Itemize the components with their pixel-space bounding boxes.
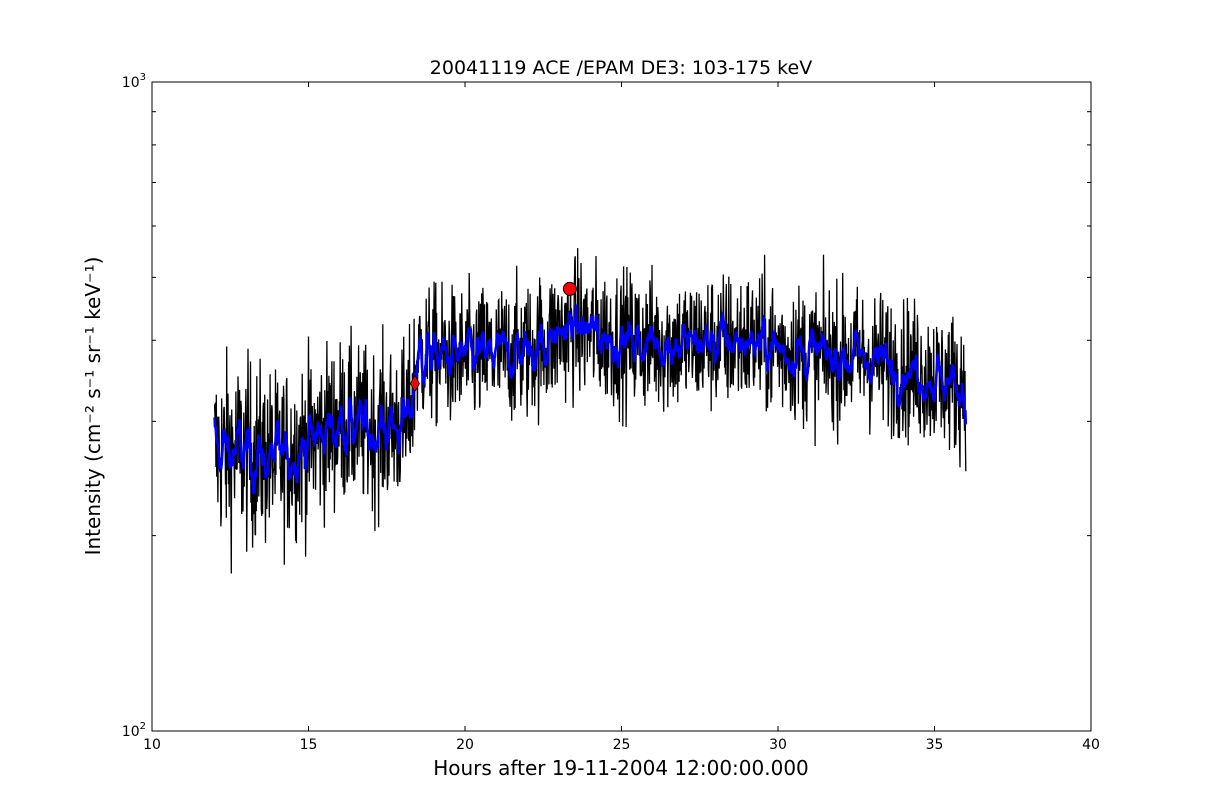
x-axis: 10 15 20 25 30 35 40 [143, 82, 1100, 753]
x-tick-label: 30 [769, 737, 787, 753]
x-tick-label: 10 [143, 737, 161, 753]
x-axis-label: Hours after 19-11-2004 12:00:00.000 [433, 756, 809, 780]
onset-circle-marker [562, 281, 577, 296]
y-axis: 102 103 [122, 72, 1091, 740]
y-tick-label: 102 [122, 721, 146, 740]
chart-title: 20041119 ACE /EPAM DE3: 103-175 keV [430, 57, 812, 79]
raw-intensity-line [213, 248, 967, 574]
smoothed-intensity-line [213, 304, 968, 495]
x-tick-label: 20 [456, 737, 474, 753]
plot-area [213, 248, 968, 574]
x-tick-label: 25 [613, 737, 631, 753]
y-axis-label: Intensity (cm⁻² s⁻¹ sr⁻¹ keV⁻¹) [81, 257, 105, 556]
x-tick-label: 15 [300, 737, 318, 753]
x-tick-label: 40 [1082, 737, 1100, 753]
onset-diamond-marker [409, 374, 420, 393]
y-tick-label: 103 [122, 72, 146, 91]
x-tick-label: 35 [926, 737, 944, 753]
